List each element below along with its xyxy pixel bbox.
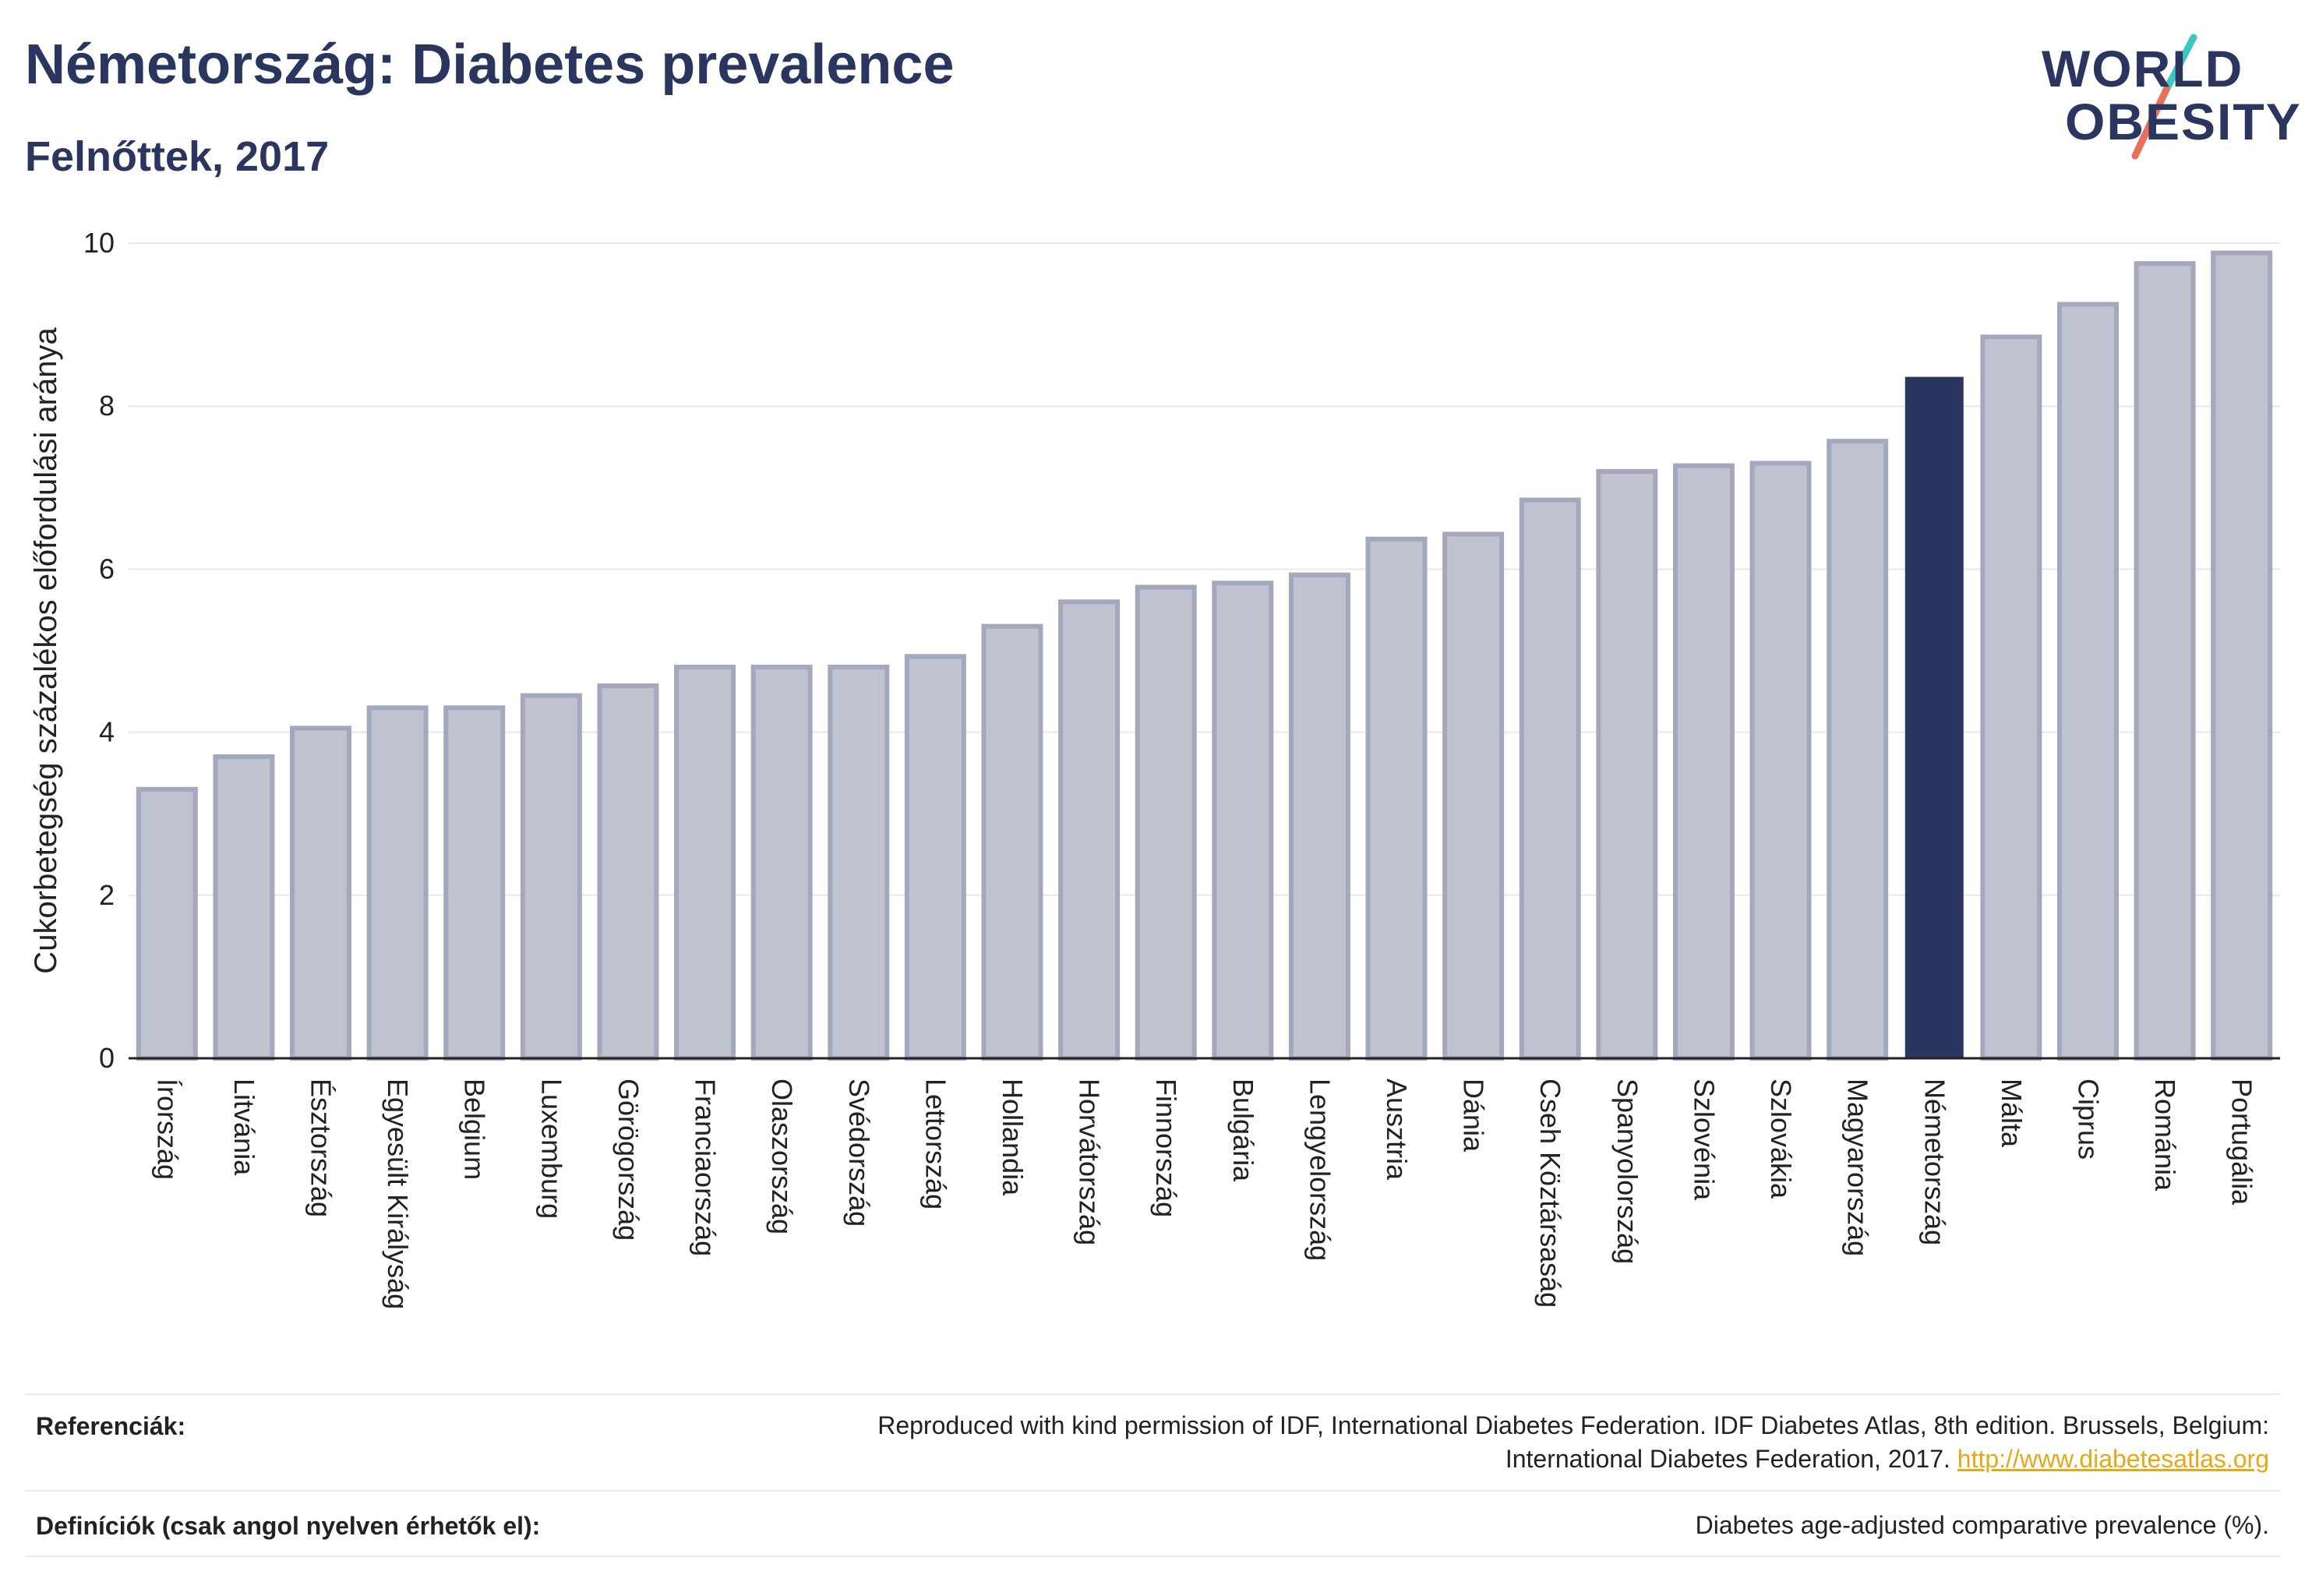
- definitions-row: Definíciók (csak angol nyelven érhetők e…: [25, 1509, 2280, 1555]
- bar: [290, 726, 352, 1061]
- x-tick-label: Németország: [1918, 1079, 1950, 1245]
- x-tick-label: Cseh Köztársaság: [1534, 1079, 1566, 1308]
- references-row: Referenciák: Reproduced with kind permis…: [25, 1409, 2280, 1487]
- bar: [1519, 497, 1581, 1061]
- bar: [1288, 572, 1350, 1061]
- bar: [597, 683, 659, 1061]
- y-tick-label: 8: [99, 390, 115, 422]
- bar: [443, 705, 506, 1061]
- x-tick-label: Málta: [1996, 1079, 2028, 1148]
- bar: [1212, 581, 1274, 1061]
- bar: [828, 664, 890, 1061]
- y-tick-label: 4: [99, 716, 115, 748]
- page-title: Németország: Diabetes prevalence: [25, 34, 955, 96]
- x-tick-label: Olaszország: [766, 1079, 798, 1234]
- x-tick-label: Hollandia: [997, 1079, 1029, 1196]
- x-tick-label: Magyarország: [1842, 1079, 1874, 1256]
- bar: [1442, 531, 1505, 1061]
- bar: [2211, 250, 2273, 1061]
- bar: [2056, 302, 2119, 1061]
- x-tick-label: Finnország: [1150, 1079, 1182, 1217]
- bar: [1058, 599, 1121, 1061]
- bar: [136, 786, 198, 1061]
- footer-divider-top: [25, 1393, 2280, 1395]
- bar: [1672, 463, 1735, 1061]
- x-tick-label: Luxemburg: [535, 1079, 567, 1219]
- definitions-text: Diabetes age-adjusted comparative preval…: [1695, 1511, 2269, 1539]
- world-obesity-logo: WORLD OBESITY: [2034, 31, 2300, 171]
- y-tick-label: 2: [99, 879, 115, 911]
- logo-word-obesity: OBESITY: [2065, 93, 2302, 150]
- bar: [750, 664, 813, 1061]
- x-tick-label: Dánia: [1458, 1079, 1490, 1153]
- bar: [520, 693, 582, 1061]
- bar: [1980, 334, 2042, 1061]
- footer-divider-middle: [25, 1490, 2280, 1492]
- page-subtitle: Felnőttek, 2017: [25, 133, 330, 180]
- x-tick-label: Görögország: [612, 1079, 644, 1241]
- x-tick-label: Lengyelország: [1304, 1079, 1336, 1261]
- y-tick-label: 6: [99, 553, 115, 584]
- bar: [213, 754, 275, 1061]
- bar: [674, 664, 736, 1061]
- x-tick-label: Horvátország: [1074, 1079, 1106, 1245]
- bar: [1827, 439, 1889, 1061]
- bar: [1904, 376, 1964, 1059]
- footer-divider-bottom: [25, 1555, 2280, 1557]
- x-tick-label: Svédország: [843, 1079, 875, 1227]
- bar: [1596, 468, 1658, 1061]
- x-tick-label: Belgium: [459, 1079, 491, 1180]
- bar: [366, 705, 429, 1061]
- definitions-label: Definíciók (csak angol nyelven érhetők e…: [36, 1512, 541, 1540]
- x-tick-label: Portugália: [2226, 1079, 2258, 1206]
- references-text: Reproduced with kind permission of IDF, …: [877, 1409, 2269, 1476]
- x-tick-label: Románia: [2149, 1079, 2181, 1192]
- x-tick-label: Ausztria: [1381, 1079, 1413, 1181]
- references-link[interactable]: http://www.diabetesatlas.org: [1957, 1445, 2269, 1473]
- references-label: Referenciák:: [36, 1412, 186, 1440]
- logo-word-world: WORLD: [2042, 40, 2244, 97]
- references-text-line1: Reproduced with kind permission of IDF, …: [877, 1411, 2269, 1439]
- bar: [1365, 536, 1428, 1061]
- bar: [1749, 461, 1812, 1061]
- bar: [904, 654, 966, 1061]
- logo-slash-icon: [2131, 34, 2197, 160]
- bar: [981, 623, 1043, 1061]
- bar: [1135, 584, 1197, 1061]
- bar: [2134, 261, 2196, 1061]
- x-tick-label: Lettország: [920, 1079, 951, 1209]
- y-axis-label: Cukorbetegség százalékos előfordulási ar…: [29, 327, 63, 974]
- x-tick-label: Franciaország: [690, 1079, 722, 1256]
- y-tick-label: 10: [83, 227, 115, 259]
- x-tick-label: Ciprus: [2072, 1079, 2104, 1160]
- bar-chart: 0 2 4 6 8 10 Cukorbetegség százalékos előfordu…: [29, 227, 2280, 1309]
- x-tick-label: Szlovákia: [1765, 1079, 1797, 1199]
- x-tick-label: Bulgária: [1227, 1079, 1259, 1182]
- x-tick-label: Észtország: [305, 1079, 337, 1217]
- y-tick-label: 0: [99, 1042, 115, 1074]
- x-tick-label: Írország: [151, 1079, 183, 1180]
- x-tick-label: Spanyolország: [1611, 1079, 1643, 1264]
- x-tick-label: Litvánia: [228, 1079, 260, 1176]
- x-tick-label: Szlovénia: [1688, 1079, 1720, 1201]
- references-text-line2: International Diabetes Federation, 2017.: [1505, 1445, 1950, 1473]
- x-tick-label: Egyesült Királyság: [382, 1079, 414, 1309]
